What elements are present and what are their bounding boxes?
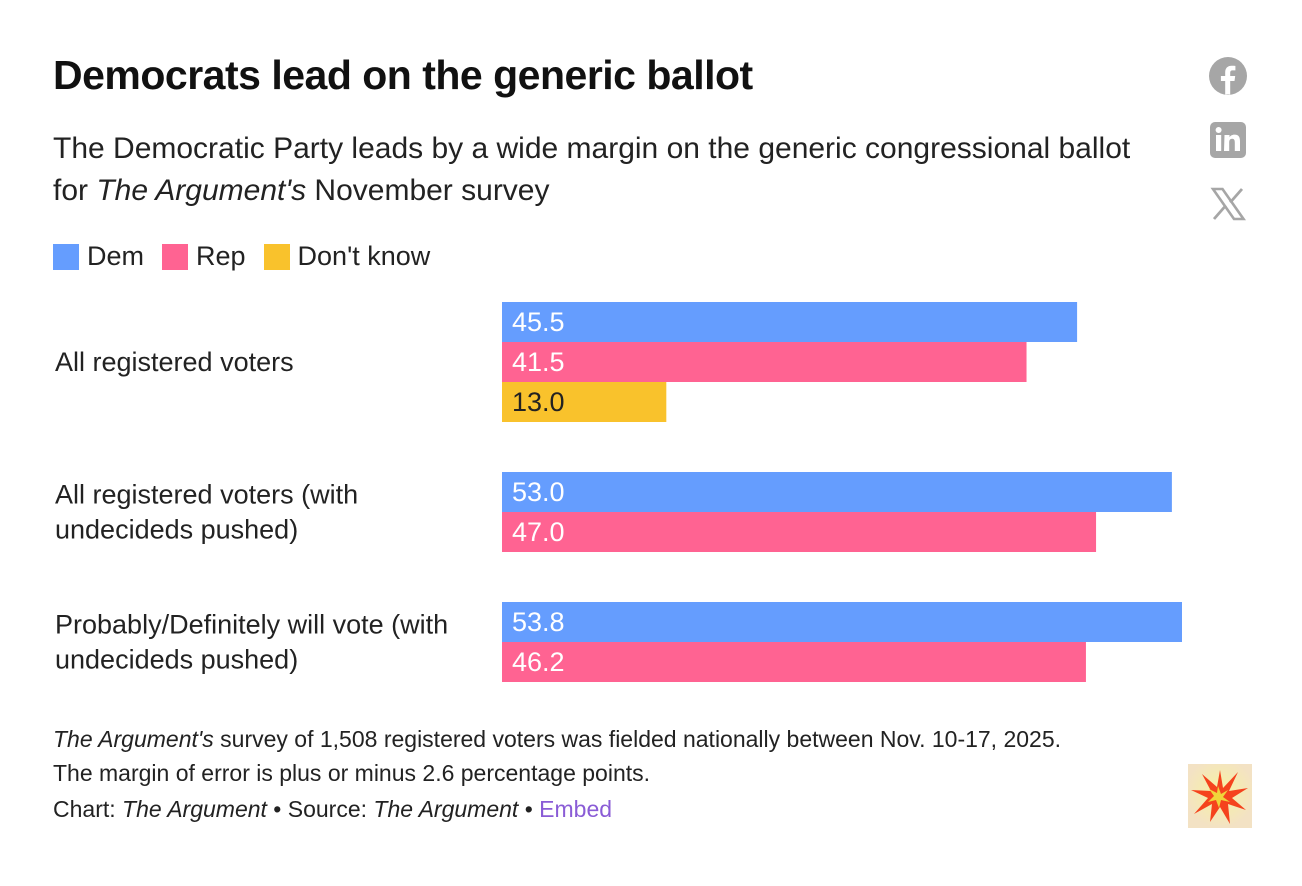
category-label: All registered voters (with undecideds pu…: [55, 480, 358, 545]
category-label-line: undecideds pushed): [55, 515, 298, 545]
bar-value-label: 47.0: [512, 517, 565, 547]
bar-rep: [502, 512, 1097, 552]
bar-dem: [502, 602, 1182, 642]
legend-swatch-rep: [162, 243, 189, 270]
credit-source-name: The Argument: [373, 796, 519, 822]
legend-label-dem: Dem: [87, 241, 145, 271]
chart-notes: The Argument's survey of 1,508 registere…: [53, 722, 1061, 790]
the-argument-logo-icon: [1188, 764, 1252, 828]
credit-source-prefix: • Source:: [266, 796, 374, 822]
legend-swatch-dem: [53, 243, 79, 270]
bar-value-label: 46.2: [512, 647, 565, 677]
linkedin-icon[interactable]: [1208, 120, 1248, 160]
category-label-line: undecideds pushed): [55, 645, 298, 675]
bar-don-t-know: [502, 382, 667, 422]
legend-item-dem: Dem: [53, 241, 144, 272]
bar-value-label: 53.8: [512, 607, 565, 637]
chart-title: Democrats lead on the generic ballot: [53, 52, 753, 98]
embed-link[interactable]: Embed: [539, 796, 613, 822]
legend-label-don-t-know: Don't know: [297, 241, 431, 271]
bar-value-label: 45.5: [512, 307, 565, 337]
subtitle-publication: The Argument's: [96, 174, 307, 207]
bar-value-label: 41.5: [512, 347, 565, 377]
category-label-line: All registered voters: [55, 347, 294, 377]
legend-label-rep: Rep: [196, 241, 246, 271]
bar-dem: [502, 302, 1078, 342]
credit-chart-prefix: Chart:: [53, 796, 123, 822]
subtitle-text: The Democratic Party leads by a wide mar…: [53, 132, 1131, 207]
category-label: All registered voters: [55, 347, 294, 377]
note-text: survey of 1,508 registered voters was fi…: [213, 726, 1062, 752]
chart-legend: Dem Rep Don't know: [53, 241, 430, 272]
bar-dem: [502, 472, 1172, 512]
facebook-icon[interactable]: [1208, 56, 1248, 96]
category-label-line: Probably/Definitely will vote (with: [55, 610, 448, 640]
bar-value-label: 53.0: [512, 477, 565, 507]
category-label-line: All registered voters (with: [55, 480, 358, 510]
bar-rep: [502, 342, 1027, 382]
bar-rep: [502, 642, 1086, 682]
bar-chart: All registered voters 45.5 41.5 13.0 All reg…: [55, 302, 1182, 682]
category-label: Probably/Definitely will vote (with undec…: [55, 610, 448, 675]
methodology-note: The Argument's survey of 1,508 registere…: [53, 722, 1061, 756]
bar-value-label: 13.0: [512, 387, 565, 417]
x-icon[interactable]: [1208, 184, 1248, 224]
margin-of-error-note: The margin of error is plus or minus 2.6…: [53, 760, 651, 786]
chart-subtitle: The Democratic Party leads by a wide mar…: [53, 128, 1163, 212]
legend-item-rep: Rep: [162, 241, 246, 272]
legend-swatch-don-t-know: [263, 243, 290, 270]
chart-credit: Chart: The Argument • Source: The Argume…: [53, 796, 612, 823]
credit-separator: •: [518, 796, 540, 822]
legend-item-don-t-know: Don't know: [263, 241, 431, 272]
note-publication: The Argument's: [53, 726, 214, 752]
subtitle-text-end: November survey: [306, 174, 550, 207]
credit-chart-name: The Argument: [122, 796, 267, 822]
